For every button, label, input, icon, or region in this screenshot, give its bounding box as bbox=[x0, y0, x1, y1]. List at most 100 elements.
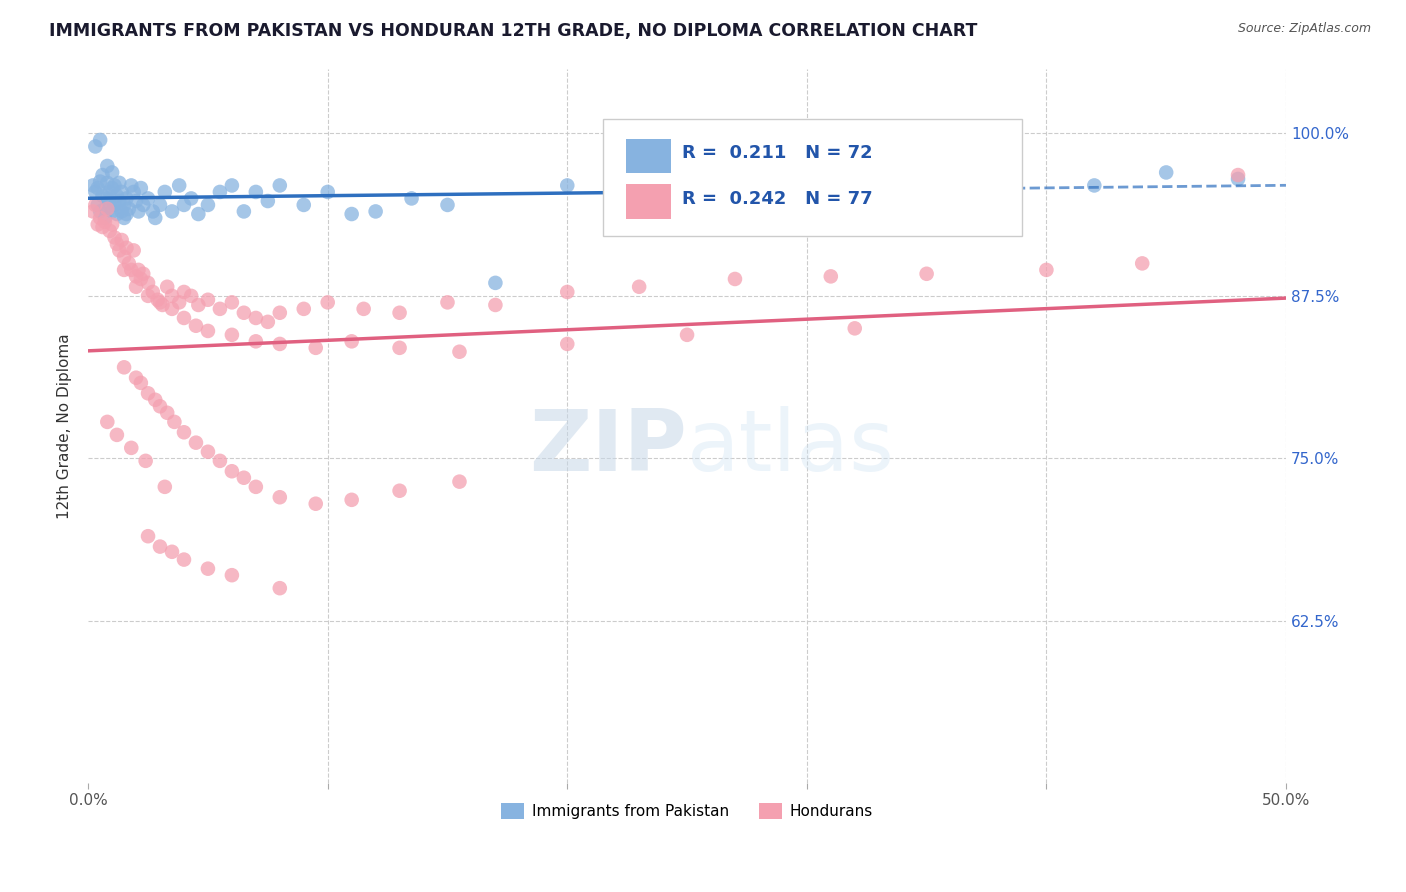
Point bbox=[136, 529, 159, 543]
Point bbox=[122, 185, 145, 199]
Point bbox=[1227, 172, 1250, 186]
Point bbox=[105, 236, 128, 251]
Point bbox=[388, 483, 411, 498]
Point bbox=[152, 298, 174, 312]
Point bbox=[115, 241, 138, 255]
Point bbox=[96, 191, 118, 205]
Point bbox=[184, 318, 207, 333]
Point bbox=[132, 267, 155, 281]
Point bbox=[173, 310, 195, 325]
Point bbox=[136, 191, 159, 205]
Point bbox=[269, 306, 291, 320]
Point bbox=[91, 168, 114, 182]
Point bbox=[82, 204, 104, 219]
Point bbox=[245, 185, 267, 199]
Point bbox=[142, 204, 165, 219]
Point bbox=[125, 279, 148, 293]
Point bbox=[269, 337, 291, 351]
Point bbox=[292, 301, 315, 316]
Text: Source: ZipAtlas.com: Source: ZipAtlas.com bbox=[1237, 22, 1371, 36]
Point bbox=[256, 315, 278, 329]
Point bbox=[340, 334, 363, 349]
Point bbox=[364, 204, 387, 219]
Point bbox=[89, 175, 111, 189]
Point bbox=[316, 185, 339, 199]
Point bbox=[221, 295, 243, 310]
Point bbox=[628, 198, 651, 212]
FancyBboxPatch shape bbox=[603, 119, 1022, 236]
Point bbox=[676, 327, 699, 342]
Point bbox=[132, 198, 155, 212]
Point bbox=[125, 194, 148, 208]
Point bbox=[245, 310, 267, 325]
Point bbox=[91, 219, 114, 234]
Point bbox=[388, 341, 411, 355]
Point bbox=[96, 202, 118, 216]
Point bbox=[1130, 256, 1153, 270]
Point bbox=[173, 425, 195, 440]
Point bbox=[108, 176, 131, 190]
Point bbox=[232, 204, 254, 219]
Point bbox=[103, 230, 125, 244]
Point bbox=[180, 289, 202, 303]
Point bbox=[105, 189, 128, 203]
Point bbox=[1227, 168, 1250, 182]
Point bbox=[143, 392, 166, 407]
Point bbox=[82, 178, 104, 193]
Point bbox=[197, 562, 219, 576]
Point bbox=[96, 159, 118, 173]
Point bbox=[94, 211, 117, 225]
Point bbox=[146, 293, 169, 307]
Point bbox=[484, 276, 506, 290]
Point bbox=[292, 198, 315, 212]
Point bbox=[1154, 165, 1177, 179]
Point bbox=[115, 207, 138, 221]
Point bbox=[184, 435, 207, 450]
Point bbox=[111, 185, 134, 199]
Point bbox=[153, 185, 176, 199]
Point bbox=[173, 552, 195, 566]
Point bbox=[1083, 178, 1105, 193]
Point bbox=[844, 321, 866, 335]
Point bbox=[555, 178, 578, 193]
Point bbox=[160, 301, 183, 316]
Text: ZIP: ZIP bbox=[529, 406, 688, 489]
Point bbox=[149, 295, 172, 310]
FancyBboxPatch shape bbox=[626, 138, 672, 173]
Point bbox=[449, 344, 471, 359]
Point bbox=[340, 492, 363, 507]
Point bbox=[101, 218, 124, 232]
Point bbox=[555, 337, 578, 351]
Y-axis label: 12th Grade, No Diploma: 12th Grade, No Diploma bbox=[58, 333, 72, 518]
Point bbox=[197, 444, 219, 458]
Point bbox=[156, 279, 179, 293]
Point bbox=[98, 198, 121, 212]
Point bbox=[135, 454, 157, 468]
Point bbox=[388, 306, 411, 320]
Point bbox=[180, 191, 202, 205]
Point bbox=[120, 263, 142, 277]
Point bbox=[105, 207, 128, 221]
Point bbox=[125, 370, 148, 384]
Legend: Immigrants from Pakistan, Hondurans: Immigrants from Pakistan, Hondurans bbox=[495, 797, 879, 825]
Point bbox=[136, 289, 159, 303]
Point bbox=[98, 224, 121, 238]
Point bbox=[628, 279, 651, 293]
Point bbox=[173, 285, 195, 299]
Point bbox=[112, 198, 135, 212]
Point bbox=[245, 480, 267, 494]
Point bbox=[316, 295, 339, 310]
Point bbox=[173, 198, 195, 212]
Text: IMMIGRANTS FROM PAKISTAN VS HONDURAN 12TH GRADE, NO DIPLOMA CORRELATION CHART: IMMIGRANTS FROM PAKISTAN VS HONDURAN 12T… bbox=[49, 22, 977, 40]
Point bbox=[149, 198, 172, 212]
Point bbox=[112, 263, 135, 277]
Text: R =  0.242   N = 77: R = 0.242 N = 77 bbox=[682, 190, 873, 208]
Point bbox=[891, 165, 914, 179]
Point bbox=[197, 293, 219, 307]
Point bbox=[87, 218, 110, 232]
Point bbox=[340, 207, 363, 221]
Point bbox=[101, 204, 124, 219]
Point bbox=[187, 298, 209, 312]
Point bbox=[163, 415, 186, 429]
Point bbox=[555, 285, 578, 299]
